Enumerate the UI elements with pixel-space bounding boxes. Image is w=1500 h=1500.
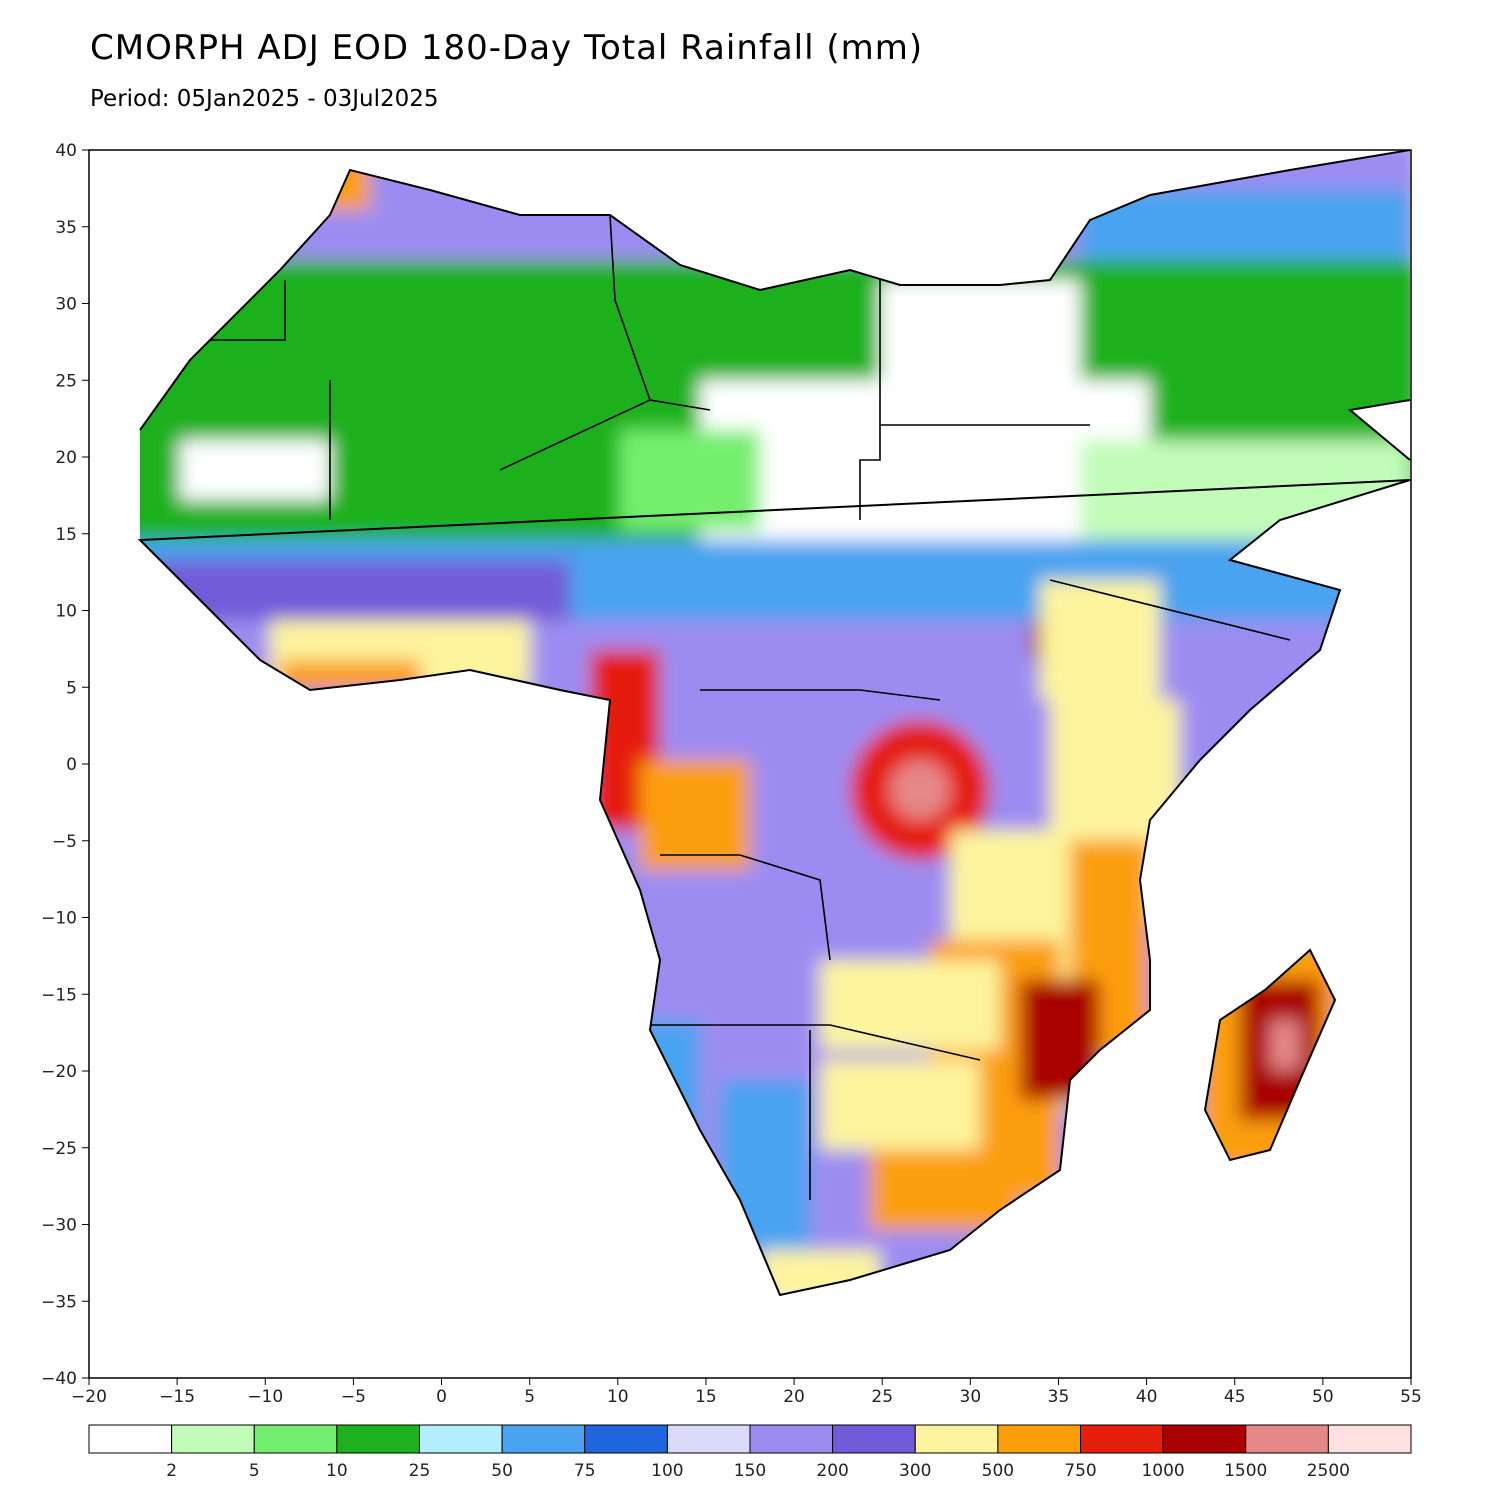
colorbar-label: 150: [734, 1461, 766, 1481]
y-tick-label: −5: [52, 832, 77, 852]
colorbar-label: 100: [651, 1461, 683, 1481]
x-tick-label: 20: [783, 1387, 805, 1407]
colorbar-swatch: [419, 1424, 503, 1454]
chart-subtitle: Period: 05Jan2025 - 03Jul2025: [90, 86, 439, 112]
y-tick-label: 30: [55, 295, 77, 315]
x-tick-label: 55: [1400, 1387, 1422, 1407]
y-tick-label: −15: [41, 985, 77, 1005]
y-tick-label: −30: [41, 1216, 77, 1236]
x-tick-label: 35: [1048, 1387, 1070, 1407]
colorbar-label: 300: [899, 1461, 931, 1481]
y-tick-label: −20: [41, 1062, 77, 1082]
colorbar-swatch: [253, 1424, 338, 1454]
coastlines: [137, 150, 1411, 1297]
x-tick-label: −15: [159, 1387, 195, 1407]
x-tick-label: −10: [247, 1387, 283, 1407]
colorbar-swatch: [88, 1424, 173, 1454]
y-tick-label: 0: [66, 755, 77, 775]
x-tick-label: 10: [607, 1387, 629, 1407]
y-tick-label: 40: [55, 141, 77, 161]
colorbar-label: 5: [249, 1461, 260, 1481]
colorbar-label: 1000: [1141, 1461, 1184, 1481]
chart-title: CMORPH ADJ EOD 180-Day Total Rainfall (m…: [90, 28, 924, 68]
x-tick-label: 5: [524, 1387, 535, 1407]
colorbar-swatch: [914, 1424, 999, 1454]
colorbar-legend: 2 5 10 25 50 75 100 150 200 300 500 750 1000 1500 2500: [88, 1424, 1412, 1481]
x-tick-label: 40: [1136, 1387, 1158, 1407]
y-tick-label: −10: [41, 909, 77, 929]
y-axis: 40 35 30 25 20 15 10 5 0 −5 −10 −15 −20 −25 −30 −35 −40: [41, 141, 89, 1389]
y-tick-label: 20: [55, 448, 77, 468]
y-tick-label: −25: [41, 1139, 77, 1159]
x-tick-label: 45: [1224, 1387, 1246, 1407]
colorbar-label: 2500: [1307, 1461, 1350, 1481]
colorbar-swatch: [832, 1424, 916, 1454]
x-tick-label: 50: [1312, 1387, 1334, 1407]
colorbar-swatch: [666, 1424, 751, 1454]
colorbar-label: 750: [1064, 1461, 1096, 1481]
x-tick-label: 15: [695, 1387, 717, 1407]
country-borders: [210, 214, 1291, 1200]
colorbar-label: 50: [491, 1461, 513, 1481]
y-tick-label: 10: [55, 602, 77, 622]
y-tick-label: 25: [55, 371, 77, 391]
colorbar-label: 200: [816, 1461, 848, 1481]
colorbar-swatch: [584, 1424, 668, 1454]
colorbar-label: 2: [166, 1461, 177, 1481]
colorbar-swatch: [1245, 1424, 1329, 1454]
colorbar-swatch: [997, 1424, 1081, 1454]
colorbar-swatch: [1327, 1424, 1412, 1454]
colorbar-swatch: [171, 1424, 255, 1454]
colorbar-swatch: [1080, 1424, 1164, 1454]
x-tick-label: −5: [341, 1387, 366, 1407]
x-tick-label: 0: [436, 1387, 447, 1407]
x-axis: −20 −15 −10 −5 0 5 10 15 20 25 30 35 40 45 50 55: [71, 1378, 1422, 1407]
colorbar-swatch: [749, 1424, 834, 1454]
colorbar-label: 25: [409, 1461, 431, 1481]
x-tick-label: 30: [960, 1387, 982, 1407]
y-tick-label: 5: [66, 678, 77, 698]
x-tick-label: 25: [871, 1387, 893, 1407]
colorbar-swatch: [501, 1424, 586, 1454]
colorbar-swatch: [1162, 1424, 1247, 1454]
x-tick-label: −20: [71, 1387, 107, 1407]
colorbar-label: 10: [326, 1461, 348, 1481]
y-tick-label: 15: [55, 525, 77, 545]
y-tick-label: −40: [41, 1369, 77, 1389]
y-tick-label: −35: [41, 1292, 77, 1312]
colorbar-label: 1500: [1224, 1461, 1267, 1481]
colorbar-label: 75: [574, 1461, 596, 1481]
colorbar-swatch: [336, 1424, 420, 1454]
colorbar-label: 500: [982, 1461, 1014, 1481]
y-tick-label: 35: [55, 218, 77, 238]
